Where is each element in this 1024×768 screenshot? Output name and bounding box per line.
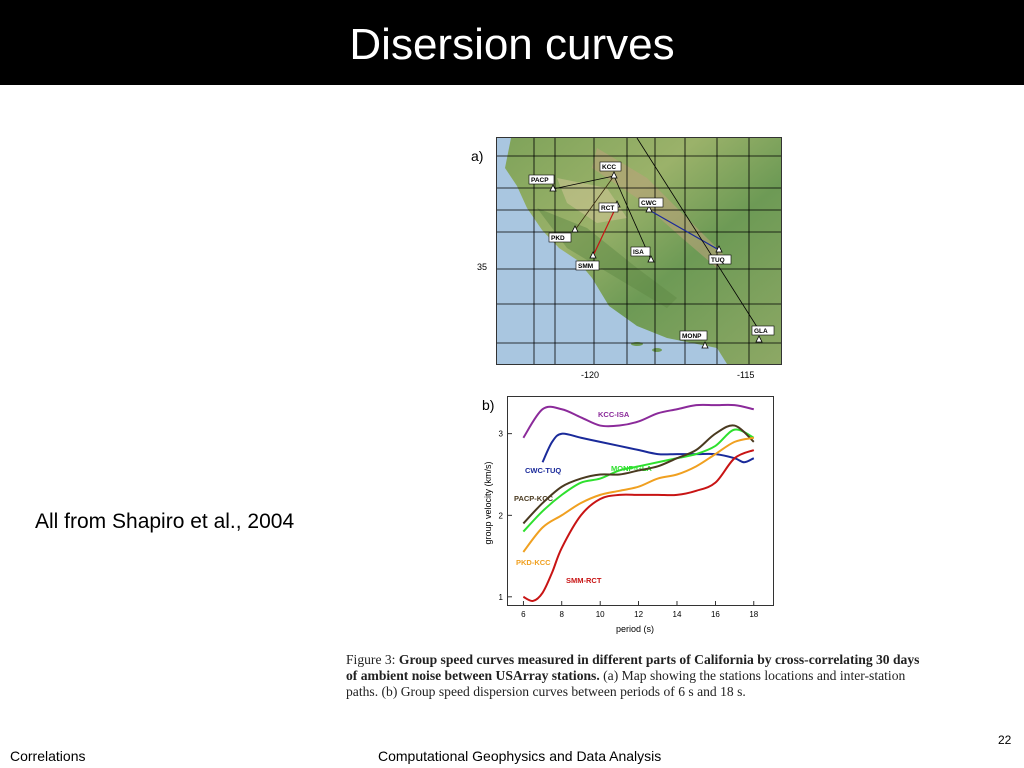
series-line-monp-gla xyxy=(522,428,755,533)
x-tick-label: 14 xyxy=(673,610,682,619)
x-tick-label: 18 xyxy=(749,610,758,619)
page-number: 22 xyxy=(998,733,1012,747)
station-pacp: PACP xyxy=(531,177,549,184)
path-kcc-isa xyxy=(613,175,652,261)
path-smm-rct xyxy=(592,204,618,257)
figure-caption: Figure 3: Group speed curves measured in… xyxy=(346,652,926,700)
caption-label: Figure 3: xyxy=(346,652,396,667)
map-graphic: KCC PACP RCT CWC PKD ISA SMM TUQ MONP GL… xyxy=(497,138,781,364)
station-isa: ISA xyxy=(633,249,644,256)
attribution-text: All from Shapiro et al., 2004 xyxy=(35,510,295,533)
dispersion-chart: 6 8 10 12 14 16 18 1 2 3 KCC-ISA CWC-TUQ MONP-GLA PAC… xyxy=(499,396,774,619)
path-pacp-kcc xyxy=(552,175,615,190)
x-tick-label: 8 xyxy=(560,610,565,619)
path-monp-gla xyxy=(636,138,760,331)
station-rct: RCT xyxy=(601,205,614,212)
slide-title: Disersion curves xyxy=(349,20,675,69)
footer-center-text: Computational Geophysics and Data Analys… xyxy=(378,748,662,764)
station-cwc: CWC xyxy=(641,200,657,207)
station-markers xyxy=(549,171,763,349)
series-label-smm-rct: SMM-RCT xyxy=(566,576,602,585)
caption-rest-text: (a) Map showing the stations locations a… xyxy=(346,668,906,699)
island xyxy=(652,348,662,352)
title-bar: Disersion curves xyxy=(0,0,1024,85)
series-line-cwc-tuq xyxy=(541,432,755,464)
station-pkd: PKD xyxy=(551,235,565,242)
path-cwc-tuq xyxy=(648,209,720,251)
map-lon-tick-120: -120 xyxy=(581,370,600,380)
station-tuq: TUQ xyxy=(711,257,725,264)
map-lon-tick-115: -115 xyxy=(737,370,755,380)
series-label-kcc-isa: KCC-ISA xyxy=(598,410,630,419)
y-tick-label: 3 xyxy=(499,430,504,439)
path-pkd-kcc xyxy=(574,175,615,231)
series-line-kcc-isa xyxy=(522,403,755,439)
series-line-pacp-kcc xyxy=(522,424,755,525)
series-label-pacp-kcc: PACP-KCC xyxy=(514,494,554,503)
station-monp: MONP xyxy=(682,333,702,340)
x-tick-label: 16 xyxy=(711,610,720,619)
panel-a-label: a) xyxy=(471,148,484,164)
series-label-monp-gla: MONP-GLA xyxy=(611,464,652,473)
coast-range-relief xyxy=(537,208,677,308)
series-label-pkd-kcc: PKD-KCC xyxy=(516,558,551,567)
series-label-cwc-tuq: CWC-TUQ xyxy=(525,466,561,475)
x-tick-label: 10 xyxy=(596,610,605,619)
x-tick-label: 12 xyxy=(634,610,643,619)
footer-left-text: Correlations xyxy=(10,748,86,764)
map-lat-tick: 35 xyxy=(477,262,488,272)
chart-y-axis-label: group velocity (km/s) xyxy=(483,461,493,545)
station-gla: GLA xyxy=(754,328,768,335)
x-tick-label: 6 xyxy=(521,610,526,619)
y-tick-label: 2 xyxy=(499,511,504,520)
caption-bold-text: Group speed curves measured in different… xyxy=(346,652,920,683)
station-labels: KCC PACP RCT CWC PKD ISA SMM TUQ MONP GL… xyxy=(528,161,775,341)
station-map: KCC PACP RCT CWC PKD ISA SMM TUQ MONP GL… xyxy=(496,137,782,365)
series-line-smm-rct xyxy=(522,449,755,602)
chart-x-axis-label: period (s) xyxy=(615,624,654,634)
sierra-relief xyxy=(592,148,727,268)
panel-b-label: b) xyxy=(482,397,495,413)
series-line-pkd-kcc xyxy=(522,436,755,553)
y-tick-label: 1 xyxy=(499,593,504,602)
station-smm: SMM xyxy=(578,263,593,270)
station-kcc: KCC xyxy=(602,164,616,171)
